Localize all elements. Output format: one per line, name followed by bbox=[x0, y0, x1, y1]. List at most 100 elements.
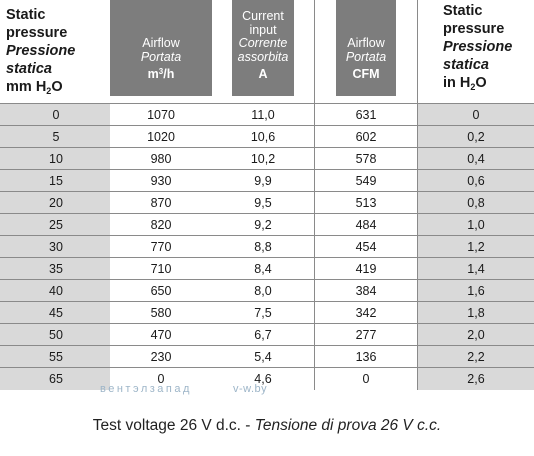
cell-current: 8,8 bbox=[254, 240, 272, 254]
table-row: 0 1070 11,0 631 0 bbox=[0, 104, 534, 126]
table-row: 25 820 9,2 484 1,0 bbox=[0, 214, 534, 236]
row-shade bbox=[418, 280, 534, 302]
row-shade bbox=[418, 192, 534, 214]
cell-static-in: 1,2 bbox=[467, 240, 485, 254]
row-shade bbox=[0, 214, 110, 236]
header-static-pressure-in: Static pressure Pressione statica in H2O bbox=[443, 0, 534, 104]
cell-current: 8,4 bbox=[254, 262, 272, 276]
header-rule bbox=[0, 103, 534, 104]
cell-airflow-cfm: 342 bbox=[355, 306, 377, 320]
cell-current: 6,7 bbox=[254, 328, 272, 342]
cell-airflow-cfm: 484 bbox=[355, 218, 377, 232]
cell-static-mm: 35 bbox=[49, 262, 63, 276]
cell-static-mm: 50 bbox=[49, 328, 63, 342]
row-rule bbox=[0, 213, 534, 214]
test-voltage-caption: Test voltage 26 V d.c. - Tensione di pro… bbox=[0, 417, 534, 435]
row-shade bbox=[418, 104, 534, 126]
cell-static-in: 0,4 bbox=[467, 152, 485, 166]
cell-static-mm: 5 bbox=[52, 130, 60, 144]
cell-airflow-m3h: 1020 bbox=[147, 130, 175, 144]
header-static-right-line4: statica bbox=[443, 57, 489, 73]
row-shade bbox=[0, 368, 110, 390]
header-current-input: Current input Corrente assorbita A bbox=[232, 0, 294, 96]
table-row: 65 0 4,6 0 2,6 bbox=[0, 368, 534, 390]
caption-italian: Tensione di prova 26 V c.c. bbox=[254, 417, 442, 434]
cell-static-in: 1,8 bbox=[467, 306, 485, 320]
column-divider bbox=[314, 0, 315, 390]
table-row: 50 470 6,7 277 2,0 bbox=[0, 324, 534, 346]
row-shade bbox=[418, 126, 534, 148]
cell-static-in: 0,2 bbox=[467, 130, 485, 144]
cell-airflow-m3h: 930 bbox=[150, 174, 172, 188]
cell-airflow-cfm: 0 bbox=[362, 372, 370, 386]
row-rule bbox=[0, 235, 534, 236]
row-shade bbox=[418, 214, 534, 236]
row-shade bbox=[418, 148, 534, 170]
row-rule bbox=[0, 169, 534, 170]
header-static-line4: statica bbox=[6, 61, 52, 77]
cell-airflow-cfm: 578 bbox=[355, 152, 377, 166]
cell-airflow-m3h: 820 bbox=[150, 218, 172, 232]
row-shade bbox=[0, 104, 110, 126]
cell-airflow-cfm: 454 bbox=[355, 240, 377, 254]
cell-static-in: 2,0 bbox=[467, 328, 485, 342]
cell-airflow-cfm: 384 bbox=[355, 284, 377, 298]
table-row: 5 1020 10,6 602 0,2 bbox=[0, 126, 534, 148]
header-airflow-m3h: Airflow Portata m3/h bbox=[110, 0, 212, 96]
cell-current: 9,5 bbox=[254, 196, 272, 210]
table-row: 10 980 10,2 578 0,4 bbox=[0, 148, 534, 170]
column-divider bbox=[417, 0, 418, 390]
row-shade bbox=[0, 126, 110, 148]
header-airflow-line1: Airflow bbox=[142, 36, 180, 50]
table-row: 45 580 7,5 342 1,8 bbox=[0, 302, 534, 324]
header-static-line1: Static bbox=[6, 7, 46, 23]
header-current-line2: Corrente bbox=[238, 36, 288, 50]
row-rule bbox=[0, 301, 534, 302]
row-rule bbox=[0, 257, 534, 258]
header-cfm-unit: CFM bbox=[352, 67, 380, 81]
header-static-right-unit: in H2O bbox=[443, 75, 487, 92]
cell-current: 9,2 bbox=[254, 218, 272, 232]
cell-static-mm: 20 bbox=[49, 196, 63, 210]
caption-english: Test voltage 26 V d.c. - bbox=[92, 417, 255, 434]
row-shade bbox=[0, 346, 110, 368]
header-static-line3: Pressione bbox=[6, 43, 76, 59]
row-shade bbox=[418, 236, 534, 258]
watermark-url: v-w.by bbox=[233, 383, 267, 395]
cell-airflow-cfm: 549 bbox=[355, 174, 377, 188]
row-shade bbox=[0, 236, 110, 258]
cell-static-in: 1,4 bbox=[467, 262, 485, 276]
cell-airflow-m3h: 1070 bbox=[147, 108, 175, 122]
header-airflow-unit: m3/h bbox=[147, 67, 175, 81]
cell-airflow-cfm: 602 bbox=[355, 130, 377, 144]
header-static-line2: pressure bbox=[6, 25, 68, 41]
cell-airflow-cfm: 419 bbox=[355, 262, 377, 276]
row-shade bbox=[418, 346, 534, 368]
cell-current: 11,0 bbox=[251, 108, 275, 122]
row-rule bbox=[0, 279, 534, 280]
table-row: 55 230 5,4 136 2,2 bbox=[0, 346, 534, 368]
cell-static-mm: 45 bbox=[49, 306, 63, 320]
cell-airflow-cfm: 136 bbox=[355, 350, 377, 364]
watermark: вентэлзапад bbox=[100, 383, 192, 395]
cell-current: 8,0 bbox=[254, 284, 272, 298]
header-static-right-line2: pressure bbox=[443, 21, 505, 37]
row-shade bbox=[0, 192, 110, 214]
header-current-line1b: input bbox=[249, 22, 277, 37]
row-shade bbox=[0, 302, 110, 324]
cell-airflow-m3h: 870 bbox=[150, 196, 172, 210]
cell-current: 10,2 bbox=[250, 152, 276, 166]
cell-current: 10,6 bbox=[250, 130, 276, 144]
watermark-right: v-w.by bbox=[233, 383, 268, 395]
cell-airflow-m3h: 0 bbox=[157, 372, 165, 386]
header-static-unit: mm H2O bbox=[6, 79, 63, 96]
row-rule bbox=[0, 323, 534, 324]
cell-current: 5,4 bbox=[254, 350, 272, 364]
cell-airflow-m3h: 650 bbox=[150, 284, 172, 298]
row-shade bbox=[418, 368, 534, 390]
cell-airflow-m3h: 770 bbox=[150, 240, 172, 254]
cell-current: 9,9 bbox=[254, 174, 272, 188]
header-current-line1: Current bbox=[242, 9, 284, 23]
row-rule bbox=[0, 367, 534, 368]
table-row: 20 870 9,5 513 0,8 bbox=[0, 192, 534, 214]
